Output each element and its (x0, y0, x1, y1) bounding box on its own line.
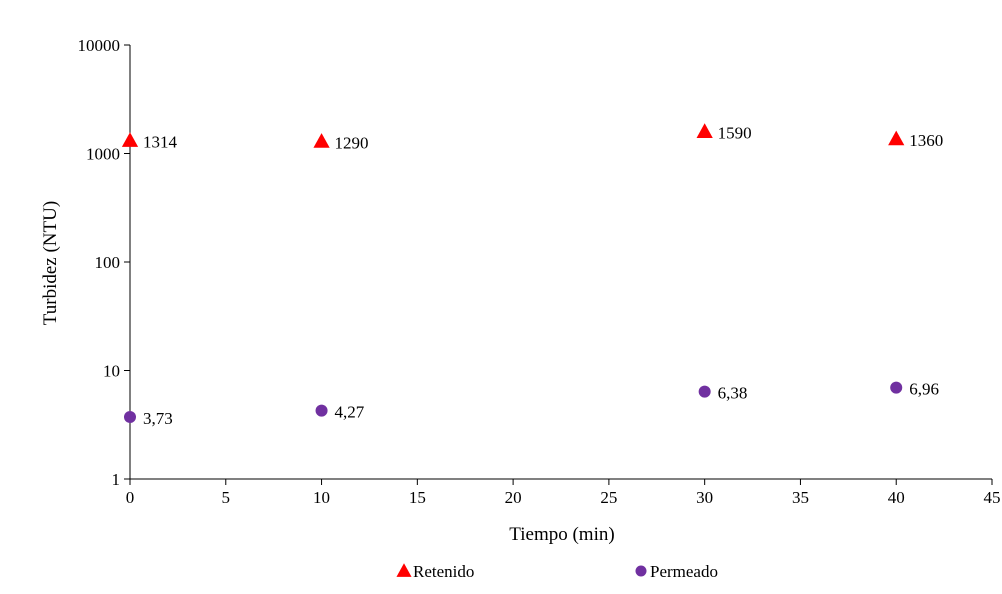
ticks-layer: 1 10 100 1000 10000 0 5 10 15 20 25 30 35 40 45 (78, 36, 1001, 507)
permeado-data-label: 3,73 (143, 409, 173, 428)
axes-layer (129, 45, 992, 480)
x-tick-label: 30 (696, 488, 713, 507)
y-tick-label: 100 (95, 253, 121, 272)
y-tick-label: 1 (112, 470, 121, 489)
legend-retenido-label: Retenido (413, 562, 474, 581)
permeado-data-label: 4,27 (335, 403, 365, 422)
y-tick-label: 10 (103, 362, 120, 381)
marks-layer (121, 123, 905, 423)
x-tick-label: 0 (126, 488, 135, 507)
retenido-point (888, 130, 905, 146)
permeado-point (890, 381, 903, 394)
retenido-data-label: 1314 (143, 133, 178, 152)
legend: Retenido Permeado (396, 562, 718, 581)
x-tick-label: 15 (409, 488, 426, 507)
x-axis-title: Tiempo (min) (509, 524, 614, 545)
x-tick-label: 40 (888, 488, 905, 507)
retenido-point (313, 133, 330, 148)
permeado-data-label: 6,96 (909, 380, 939, 399)
y-tick-label: 1000 (86, 145, 120, 164)
x-tick-label: 35 (792, 488, 809, 507)
x-tick-label: 20 (505, 488, 522, 507)
permeado-point (124, 410, 136, 423)
legend-permeado-marker (635, 565, 647, 577)
x-tick-label: 10 (313, 488, 330, 507)
data-labels-layer: 1314 1290 1590 1360 3,73 4,27 6,38 6,96 (143, 124, 943, 428)
retenido-data-label: 1290 (335, 134, 369, 153)
retenido-data-label: 1360 (909, 131, 943, 150)
x-tick-label: 45 (984, 488, 1001, 507)
y-tick-label: 10000 (78, 36, 121, 55)
permeado-data-label: 6,38 (718, 384, 748, 403)
x-tick-label: 25 (600, 488, 617, 507)
legend-permeado-label: Permeado (650, 562, 718, 581)
permeado-point (698, 385, 711, 398)
x-tick-label: 5 (222, 488, 231, 507)
y-axis-title: Turbidez (NTU) (40, 201, 61, 325)
retenido-point (121, 132, 139, 147)
retenido-point (696, 123, 713, 138)
retenido-data-label: 1590 (718, 124, 752, 143)
permeado-point (315, 404, 328, 417)
legend-retenido-marker (396, 563, 412, 577)
